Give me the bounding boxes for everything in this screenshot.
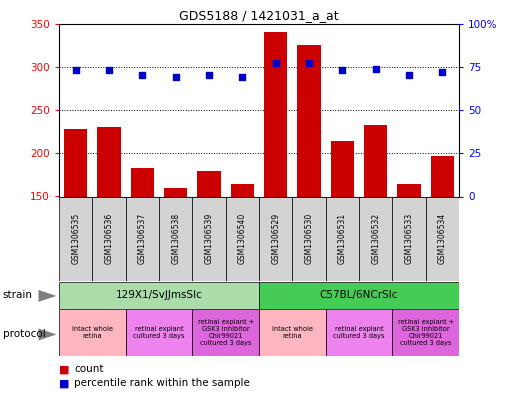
Bar [164, 188, 187, 196]
Text: GSM1306537: GSM1306537 [138, 213, 147, 264]
Point [105, 67, 113, 73]
Text: retinal explant
cultured 3 days: retinal explant cultured 3 days [133, 326, 185, 339]
Text: GSM1306536: GSM1306536 [105, 213, 113, 264]
Point [271, 60, 280, 66]
Bar [398, 184, 421, 196]
Text: retinal explant +
GSK3 inhibitor
Chir99021
cultured 3 days: retinal explant + GSK3 inhibitor Chir990… [398, 319, 454, 346]
Polygon shape [38, 329, 56, 340]
Text: GSM1306531: GSM1306531 [338, 213, 347, 264]
Bar [292, 196, 326, 281]
Bar [198, 171, 221, 196]
Bar [359, 196, 392, 281]
Bar [298, 45, 321, 196]
Text: percentile rank within the sample: percentile rank within the sample [74, 378, 250, 388]
Text: GSM1306540: GSM1306540 [238, 213, 247, 264]
Point [205, 72, 213, 79]
Point [305, 60, 313, 66]
Point [171, 74, 180, 80]
Text: C57BL/6NCrSlc: C57BL/6NCrSlc [320, 290, 399, 300]
Text: intact whole
retina: intact whole retina [72, 326, 113, 339]
Bar [59, 309, 126, 356]
Bar [192, 309, 259, 356]
Text: GSM1306534: GSM1306534 [438, 213, 447, 264]
Point [71, 67, 80, 73]
Point [138, 72, 146, 79]
Bar [392, 196, 426, 281]
Bar [231, 184, 254, 196]
Bar [259, 196, 292, 281]
Title: GDS5188 / 1421031_a_at: GDS5188 / 1421031_a_at [179, 9, 339, 22]
Text: GSM1306538: GSM1306538 [171, 213, 180, 264]
Bar [259, 309, 326, 356]
Text: retinal explant
cultured 3 days: retinal explant cultured 3 days [333, 326, 385, 339]
Text: strain: strain [3, 290, 32, 300]
Text: GSM1306535: GSM1306535 [71, 213, 80, 264]
Bar [126, 309, 192, 356]
Polygon shape [38, 290, 56, 302]
Bar [259, 282, 459, 309]
Bar [426, 196, 459, 281]
Text: count: count [74, 364, 104, 375]
Text: GSM1306530: GSM1306530 [305, 213, 313, 264]
Text: GSM1306539: GSM1306539 [205, 213, 213, 264]
Bar [326, 196, 359, 281]
Bar [59, 282, 259, 309]
Point [405, 72, 413, 79]
Bar [392, 309, 459, 356]
Text: ■: ■ [59, 364, 69, 375]
Text: ■: ■ [59, 378, 69, 388]
Point [238, 74, 246, 80]
Text: GSM1306532: GSM1306532 [371, 213, 380, 264]
Bar [92, 196, 126, 281]
Bar [226, 196, 259, 281]
Bar [364, 125, 387, 196]
Text: intact whole
retina: intact whole retina [272, 326, 313, 339]
Point [438, 69, 446, 75]
Text: retinal explant +
GSK3 inhibitor
Chir99021
cultured 3 days: retinal explant + GSK3 inhibitor Chir990… [198, 319, 254, 346]
Bar [131, 168, 154, 196]
Text: GSM1306529: GSM1306529 [271, 213, 280, 264]
Bar [192, 196, 226, 281]
Text: GSM1306533: GSM1306533 [405, 213, 413, 264]
Bar [326, 309, 392, 356]
Bar [59, 196, 92, 281]
Point [371, 65, 380, 72]
Text: 129X1/SvJJmsSlc: 129X1/SvJJmsSlc [115, 290, 203, 300]
Bar [97, 127, 121, 196]
Bar [159, 196, 192, 281]
Bar [64, 129, 87, 196]
Bar [264, 32, 287, 196]
Bar [126, 196, 159, 281]
Bar [331, 141, 354, 196]
Point [338, 67, 346, 73]
Bar [431, 156, 454, 196]
Text: protocol: protocol [3, 329, 45, 339]
